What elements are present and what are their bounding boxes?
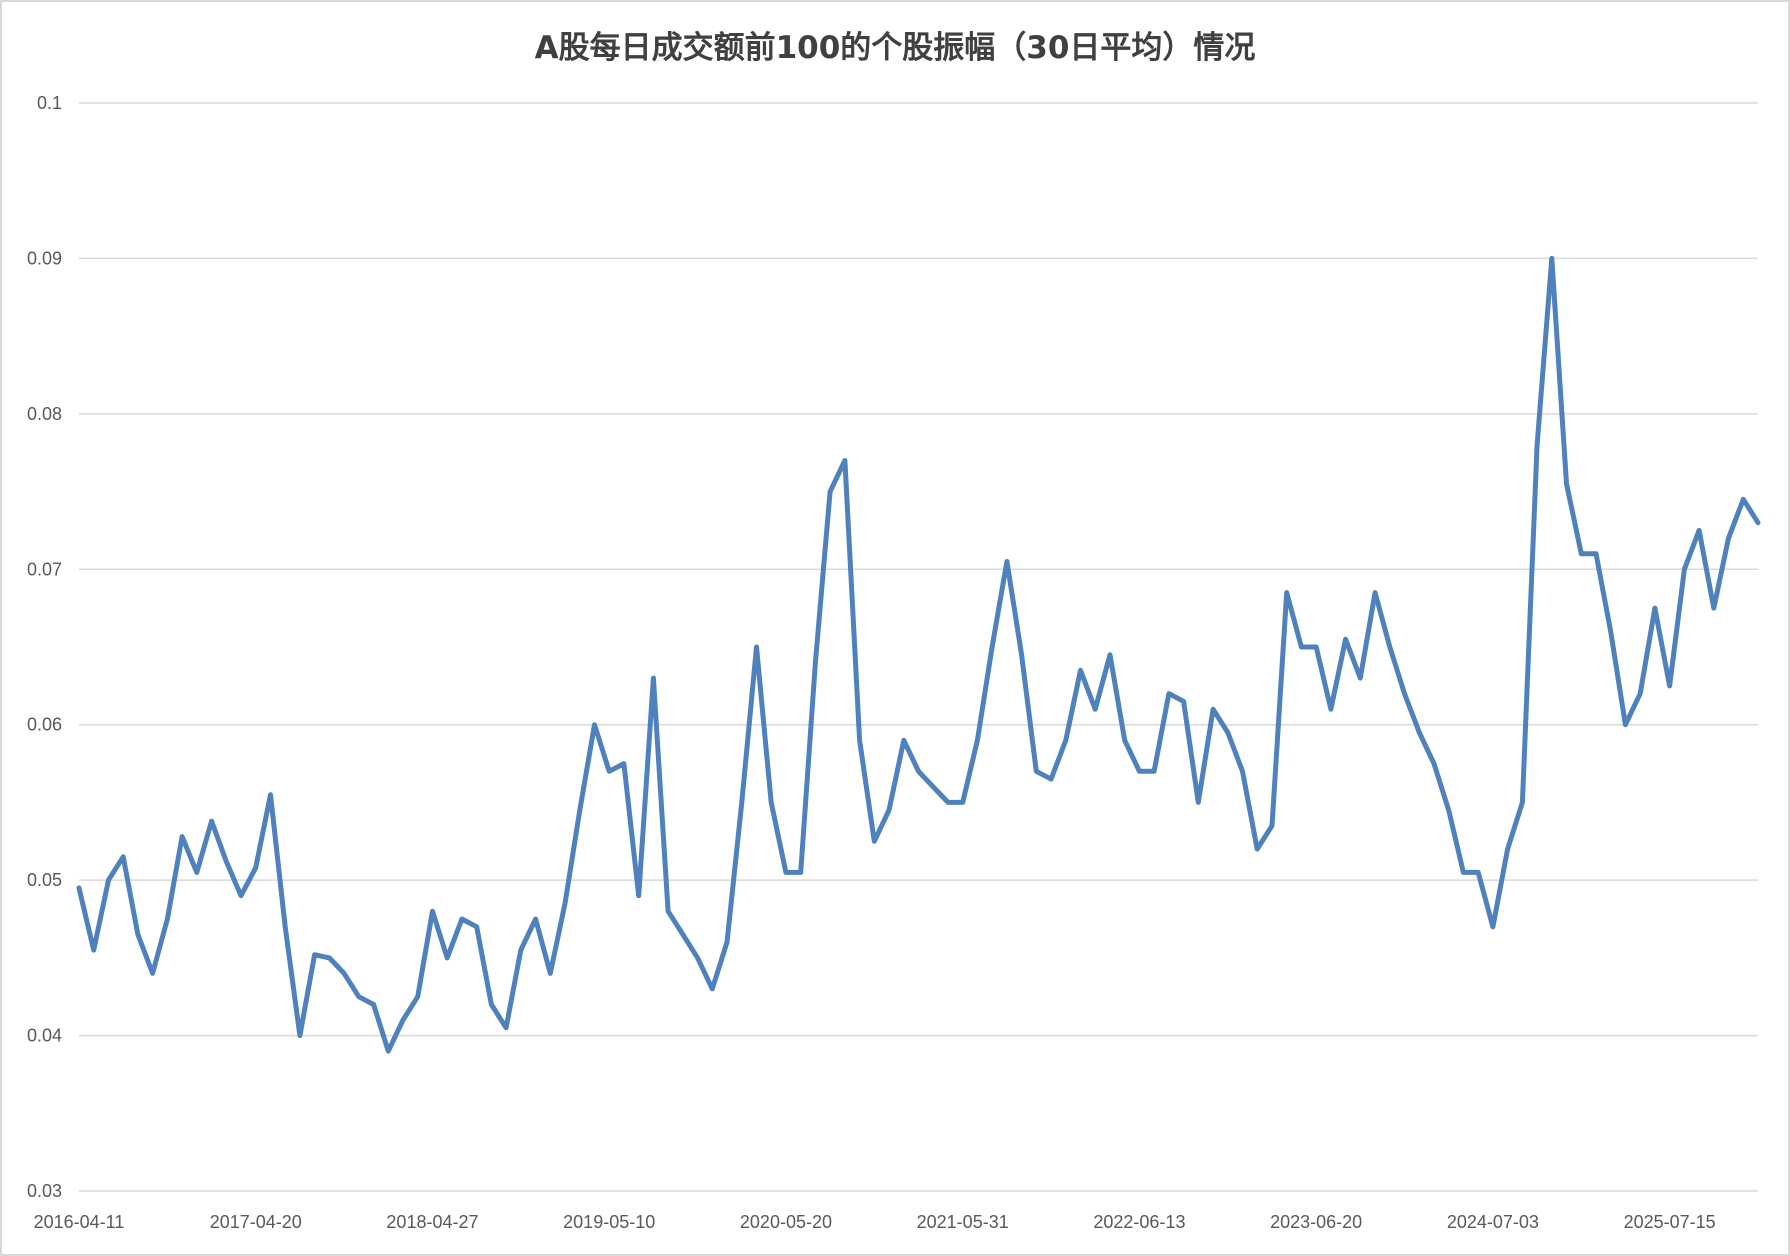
x-tick-label: 2022-06-13	[1093, 1212, 1185, 1232]
x-tick-label: 2024-07-03	[1447, 1212, 1539, 1232]
chart-title: A股每日成交额前100的个股振幅（30日平均）情况	[534, 30, 1256, 66]
y-tick-label: 0.07	[27, 559, 62, 579]
y-tick-label: 0.1	[37, 93, 62, 113]
x-tick-label: 2018-04-27	[386, 1212, 478, 1232]
y-tick-label: 0.04	[27, 1026, 62, 1046]
y-tick-label: 0.08	[27, 404, 62, 424]
x-tick-label: 2023-06-20	[1270, 1212, 1362, 1232]
x-tick-label: 2021-05-31	[917, 1212, 1009, 1232]
y-tick-label: 0.05	[27, 870, 62, 890]
y-tick-label: 0.09	[27, 248, 62, 268]
x-tick-label: 2017-04-20	[210, 1212, 302, 1232]
y-tick-label: 0.03	[27, 1181, 62, 1201]
x-tick-label: 2019-05-10	[563, 1212, 655, 1232]
x-tick-label: 2020-05-20	[740, 1212, 832, 1232]
series-line	[76, 255, 1761, 1054]
y-tick-label: 0.06	[27, 715, 62, 735]
x-tick-label: 2025-07-15	[1624, 1212, 1716, 1232]
x-tick-label: 2016-04-11	[34, 1212, 125, 1232]
